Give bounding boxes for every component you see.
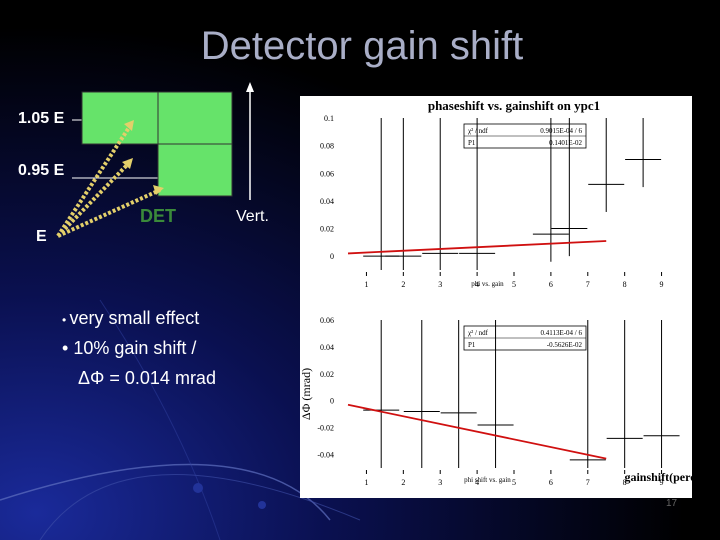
chart-1-xtick-label: 2 <box>401 478 405 487</box>
decor-dot <box>258 501 266 509</box>
chart-1-xtick-label: 8 <box>623 478 627 487</box>
chart-0-xtick-label: 4 <box>475 280 479 289</box>
chart-0-p1-value: 0.1401E-02 <box>549 139 582 147</box>
arrowhead-0.95-icon <box>122 158 133 169</box>
chart-0-ytick-label: 0 <box>330 252 334 261</box>
chart-0-ytick-label: 0.02 <box>320 225 334 234</box>
chart-0-xtick-label: 6 <box>549 280 553 289</box>
bullet-3: ΔΦ = 0.014 mrad <box>78 368 216 389</box>
det-box-top-left <box>81 91 159 145</box>
arrow-1.00 <box>57 188 161 238</box>
chart-1-xlabel2: gainshift(percent) <box>624 470 692 484</box>
vert-label: Vert. <box>236 208 269 225</box>
chart-1-xtick-label: 9 <box>660 478 664 487</box>
chart-1-ytick-label: 0 <box>330 397 334 406</box>
slide-number: 17 <box>666 498 678 509</box>
chart-1-xtick-label: 3 <box>438 478 442 487</box>
chart-1-xlabel: phi shift vs. gain <box>464 476 511 484</box>
chart-1-ylabel: ΔΦ (mrad) <box>300 368 313 420</box>
chart-1-ytick-label: 0.06 <box>320 316 334 325</box>
chart-0-xtick-label: 3 <box>438 280 442 289</box>
charts-svg: phaseshift vs. gainshift on ypc1 1 2 3 4 5 6 7 8… <box>299 98 716 487</box>
chart-0-title: phaseshift vs. gainshift on ypc1 <box>428 98 600 113</box>
slide-title-wrap: Detector gain shift <box>0 24 720 69</box>
chart-1-xtick-label: 6 <box>549 478 553 487</box>
chart-1-ytick-label: -0.04 <box>317 451 334 460</box>
arrow-0.95 <box>56 162 130 238</box>
chart-0-ytick-label: 0.04 <box>320 197 334 206</box>
chart-1-ytick-label: 0.02 <box>320 370 334 379</box>
det-box-top-right <box>157 91 233 145</box>
chart-1-p1-value: -0.5626E-02 <box>547 341 583 349</box>
chart-1-chi2-value: 0.4113E-04 / 6 <box>540 329 582 337</box>
chart-0-xtick-label: 1 <box>364 280 368 289</box>
chart-0-fit-line <box>347 240 607 255</box>
arrowhead-1.00-icon <box>153 185 164 195</box>
vert-arrow-icon <box>246 82 254 92</box>
detector-diagram <box>56 82 254 238</box>
chart-0-xlabel: phi vs. gain <box>471 280 504 288</box>
chart-0-ytick-label: 0.1 <box>324 114 334 123</box>
label-E: E <box>36 228 47 245</box>
arrow-1.05 <box>56 124 132 238</box>
chart-1-xtick-label: 7 <box>586 478 590 487</box>
chart-panel: phaseshift vs. gainshift on ypc1 1 2 3 4 5 6 7 8… <box>299 96 716 498</box>
chart-1-xtick-label: 4 <box>475 478 479 487</box>
det-label: DET <box>140 206 176 226</box>
decor-dot <box>193 483 203 493</box>
label-1.05E: 1.05 E <box>18 110 65 127</box>
chart-0-chi2-label: χ² / ndf <box>468 127 489 135</box>
det-box-bottom-right <box>157 143 233 197</box>
chart-1-xtick-label: 1 <box>364 478 368 487</box>
chart-1-p1-label: P1 <box>468 341 476 349</box>
chart-0-p1-label: P1 <box>468 139 476 147</box>
chart-1-fit-line <box>347 403 607 460</box>
chart-0-xtick-label: 7 <box>586 280 590 289</box>
chart-1-ytick-label: 0.04 <box>320 343 334 352</box>
chart-0-ytick-label: 0.06 <box>320 169 334 178</box>
chart-1-chi2-label: χ² / ndf <box>468 329 489 337</box>
bullet-1: • very small effect <box>62 308 200 328</box>
chart-0-xtick-label: 5 <box>512 280 516 289</box>
slide-title: Detector gain shift <box>200 24 524 68</box>
bullet-2-text: 10% gain shift / <box>73 338 197 358</box>
arrowhead-1.05-icon <box>124 120 134 131</box>
bullet-3-text: ΔΦ = 0.014 mrad <box>78 368 216 388</box>
chart-1-xtick-label: 5 <box>512 478 516 487</box>
chart-0-xtick-label: 8 <box>623 280 627 289</box>
label-0.95E: 0.95 E <box>18 162 65 179</box>
chart-0-chi2-value: 0.9015E-04 / 6 <box>540 127 582 135</box>
chart-0-xtick-label: 2 <box>401 280 405 289</box>
chart-1-ytick-label: -0.02 <box>317 424 334 433</box>
bullet-2: • 10% gain shift / <box>62 338 197 358</box>
chart-0-xtick-label: 9 <box>660 280 664 289</box>
chart-0-ytick-label: 0.08 <box>320 142 334 151</box>
bullet-1-text: very small effect <box>69 308 200 328</box>
